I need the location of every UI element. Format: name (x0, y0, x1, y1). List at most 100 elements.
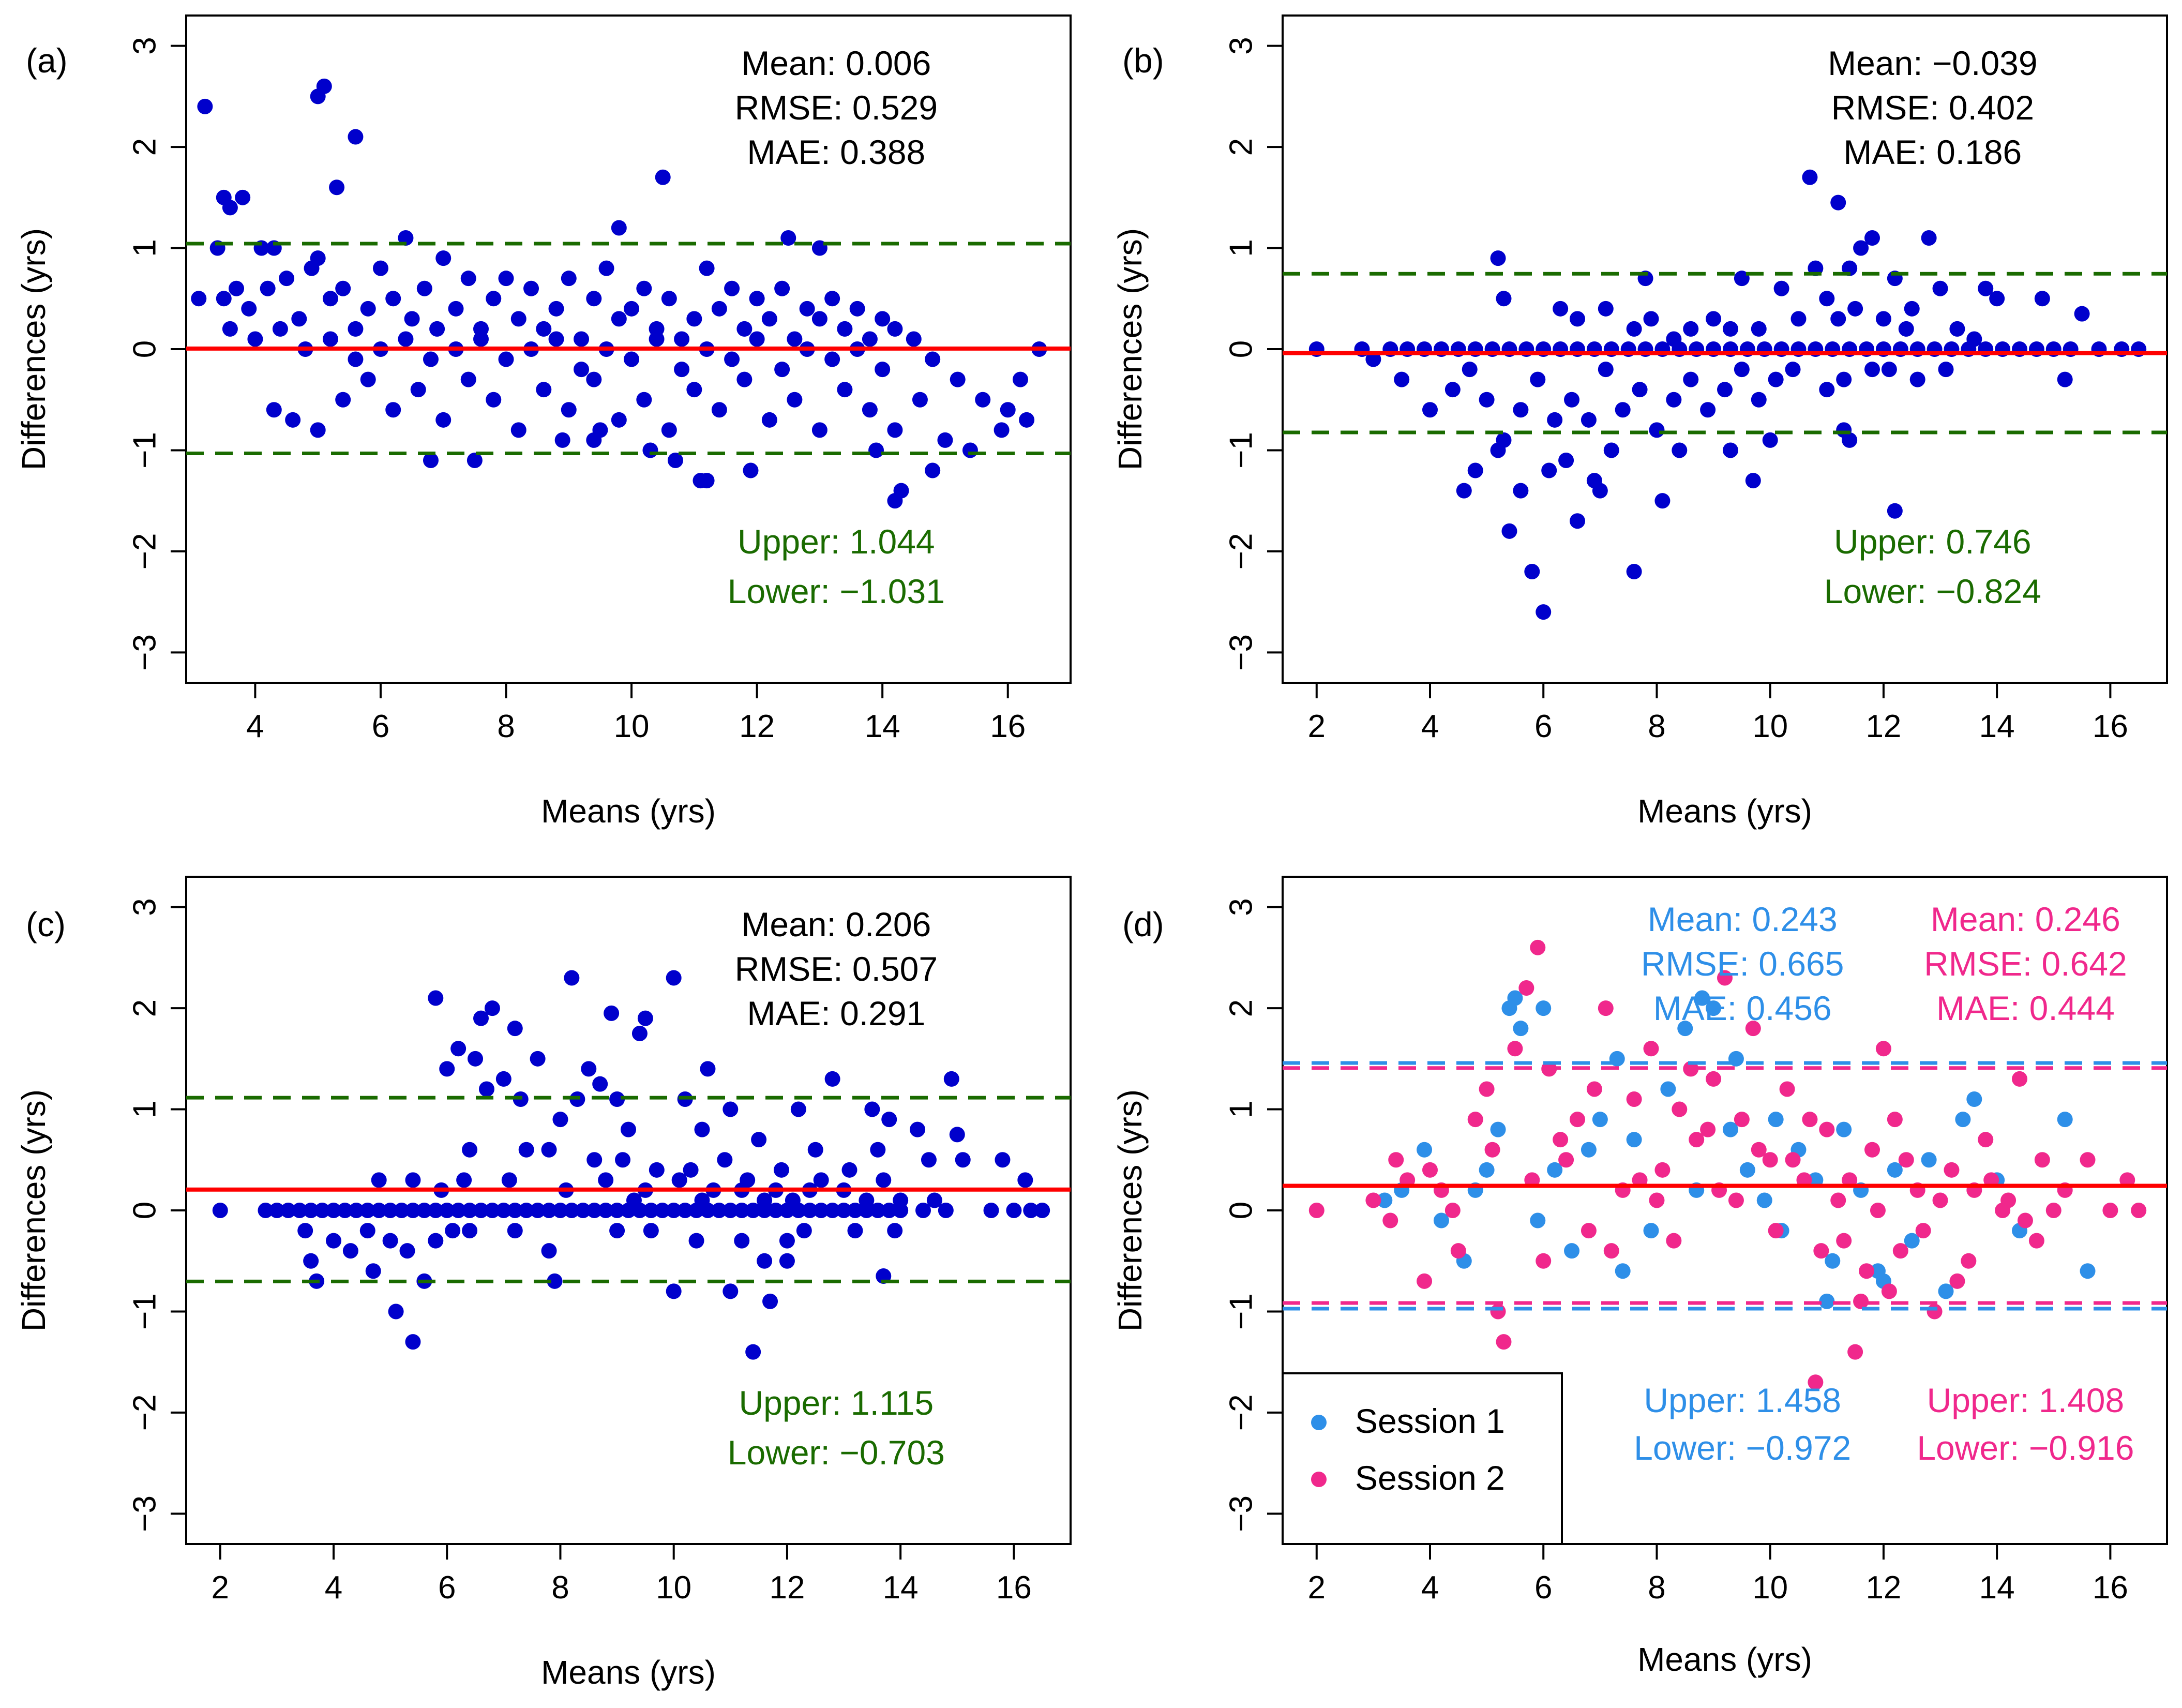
y-axis-title: Differences (yrs) (15, 228, 52, 470)
differences-point (510, 422, 526, 438)
differences-point (292, 1203, 308, 1218)
session-2-point (1308, 1203, 1325, 1218)
differences-point (399, 1243, 415, 1259)
differences-point (1570, 513, 1585, 529)
session-2-point (1875, 1041, 1891, 1057)
differences-point (382, 1233, 398, 1249)
x-tick-label: 4 (1421, 1570, 1439, 1606)
session-2-point (1706, 1071, 1722, 1087)
differences-point (693, 473, 709, 489)
session-1-point (1417, 1142, 1433, 1158)
differences-point (348, 321, 364, 337)
x-tick-label: 6 (438, 1570, 456, 1606)
differences-point (507, 1203, 523, 1218)
session-2-point (2017, 1212, 2033, 1228)
differences-point (925, 462, 941, 478)
differences-point (655, 169, 671, 185)
session-2-point (1819, 1121, 1835, 1137)
legend-label: Session 1 (1355, 1402, 1505, 1440)
session-2-point (1808, 1374, 1824, 1390)
differences-point (429, 321, 445, 337)
y-tick-label: −1 (127, 432, 163, 469)
differences-point (1666, 392, 1682, 408)
y-tick-label: −2 (1224, 1395, 1259, 1431)
differences-point (360, 371, 376, 387)
differences-point (824, 1203, 840, 1218)
session-1-point (1739, 1162, 1755, 1178)
y-tick-label: 2 (1224, 138, 1259, 156)
differences-point (785, 1192, 801, 1208)
differences-point (416, 1203, 432, 1218)
differences-point (1524, 564, 1540, 579)
y-axis-title: Differences (yrs) (1111, 228, 1149, 470)
differences-point (1017, 1172, 1033, 1188)
differences-point (762, 1293, 778, 1309)
differences-point (197, 98, 213, 114)
differences-point (1462, 362, 1478, 378)
differences-point (523, 280, 539, 296)
x-tick-label: 10 (614, 709, 650, 744)
differences-point (1012, 371, 1028, 387)
x-tick-label: 4 (1421, 709, 1439, 744)
differences-point (757, 1192, 773, 1208)
session-2-point (1643, 1041, 1659, 1057)
session-2-point (2000, 1192, 2017, 1208)
differences-point (598, 1203, 614, 1218)
differences-point (723, 1101, 739, 1117)
session-2-point (1479, 1081, 1495, 1097)
differences-point (394, 1203, 410, 1218)
differences-point (688, 1233, 704, 1249)
differences-point (1019, 412, 1035, 428)
differences-point (837, 382, 853, 398)
differences-point (686, 311, 702, 327)
differences-point (279, 271, 295, 287)
x-tick-label: 12 (739, 709, 775, 744)
differences-point (1490, 250, 1506, 266)
differences-point (507, 1223, 523, 1239)
differences-point (448, 301, 464, 317)
differences-point (1683, 321, 1699, 337)
differences-point (636, 392, 652, 408)
differences-point (1615, 402, 1631, 418)
differences-point (1734, 271, 1750, 287)
differences-point (222, 321, 238, 337)
session-2-point (1949, 1273, 1965, 1289)
session-2-point (2080, 1152, 2096, 1168)
differences-point (862, 402, 878, 418)
differences-point (229, 280, 245, 296)
differences-point (749, 291, 765, 307)
differences-point (598, 1172, 614, 1188)
differences-point (574, 331, 590, 347)
session-1-point (2080, 1263, 2096, 1279)
x-tick-label: 10 (656, 1570, 691, 1606)
differences-point (807, 1142, 823, 1158)
differences-point (1966, 331, 1982, 347)
differences-point (717, 1152, 733, 1168)
session-1-point (1643, 1223, 1659, 1239)
x-axis-title: Means (yrs) (1637, 1641, 1812, 1678)
session-2-point (1598, 1000, 1614, 1016)
session-2-point (1961, 1253, 1977, 1269)
differences-point (1734, 362, 1750, 378)
x-tick-label: 12 (769, 1570, 805, 1606)
session-2-point (1450, 1243, 1466, 1259)
stat-text: RMSE: 0.507 (735, 950, 938, 988)
differences-point (541, 1243, 557, 1259)
differences-point (666, 1283, 682, 1299)
limit-text: Upper: 1.044 (738, 522, 935, 561)
session-2-point (1927, 1304, 1943, 1320)
differences-point (486, 291, 502, 307)
differences-point (574, 362, 590, 378)
differences-point (1881, 362, 1897, 378)
session-1-point (1507, 990, 1523, 1006)
y-tick-label: 1 (127, 239, 163, 257)
session-2-point (1734, 1112, 1750, 1128)
session2-limit-text: Upper: 1.408 (1927, 1381, 2125, 1419)
differences-point (836, 1203, 852, 1218)
differences-point (847, 1203, 863, 1218)
differences-point (241, 301, 257, 317)
x-tick-label: 14 (1979, 709, 2015, 744)
differences-point (552, 1203, 568, 1218)
y-tick-label: 3 (1224, 898, 1259, 916)
session-1-point (1592, 1112, 1608, 1128)
